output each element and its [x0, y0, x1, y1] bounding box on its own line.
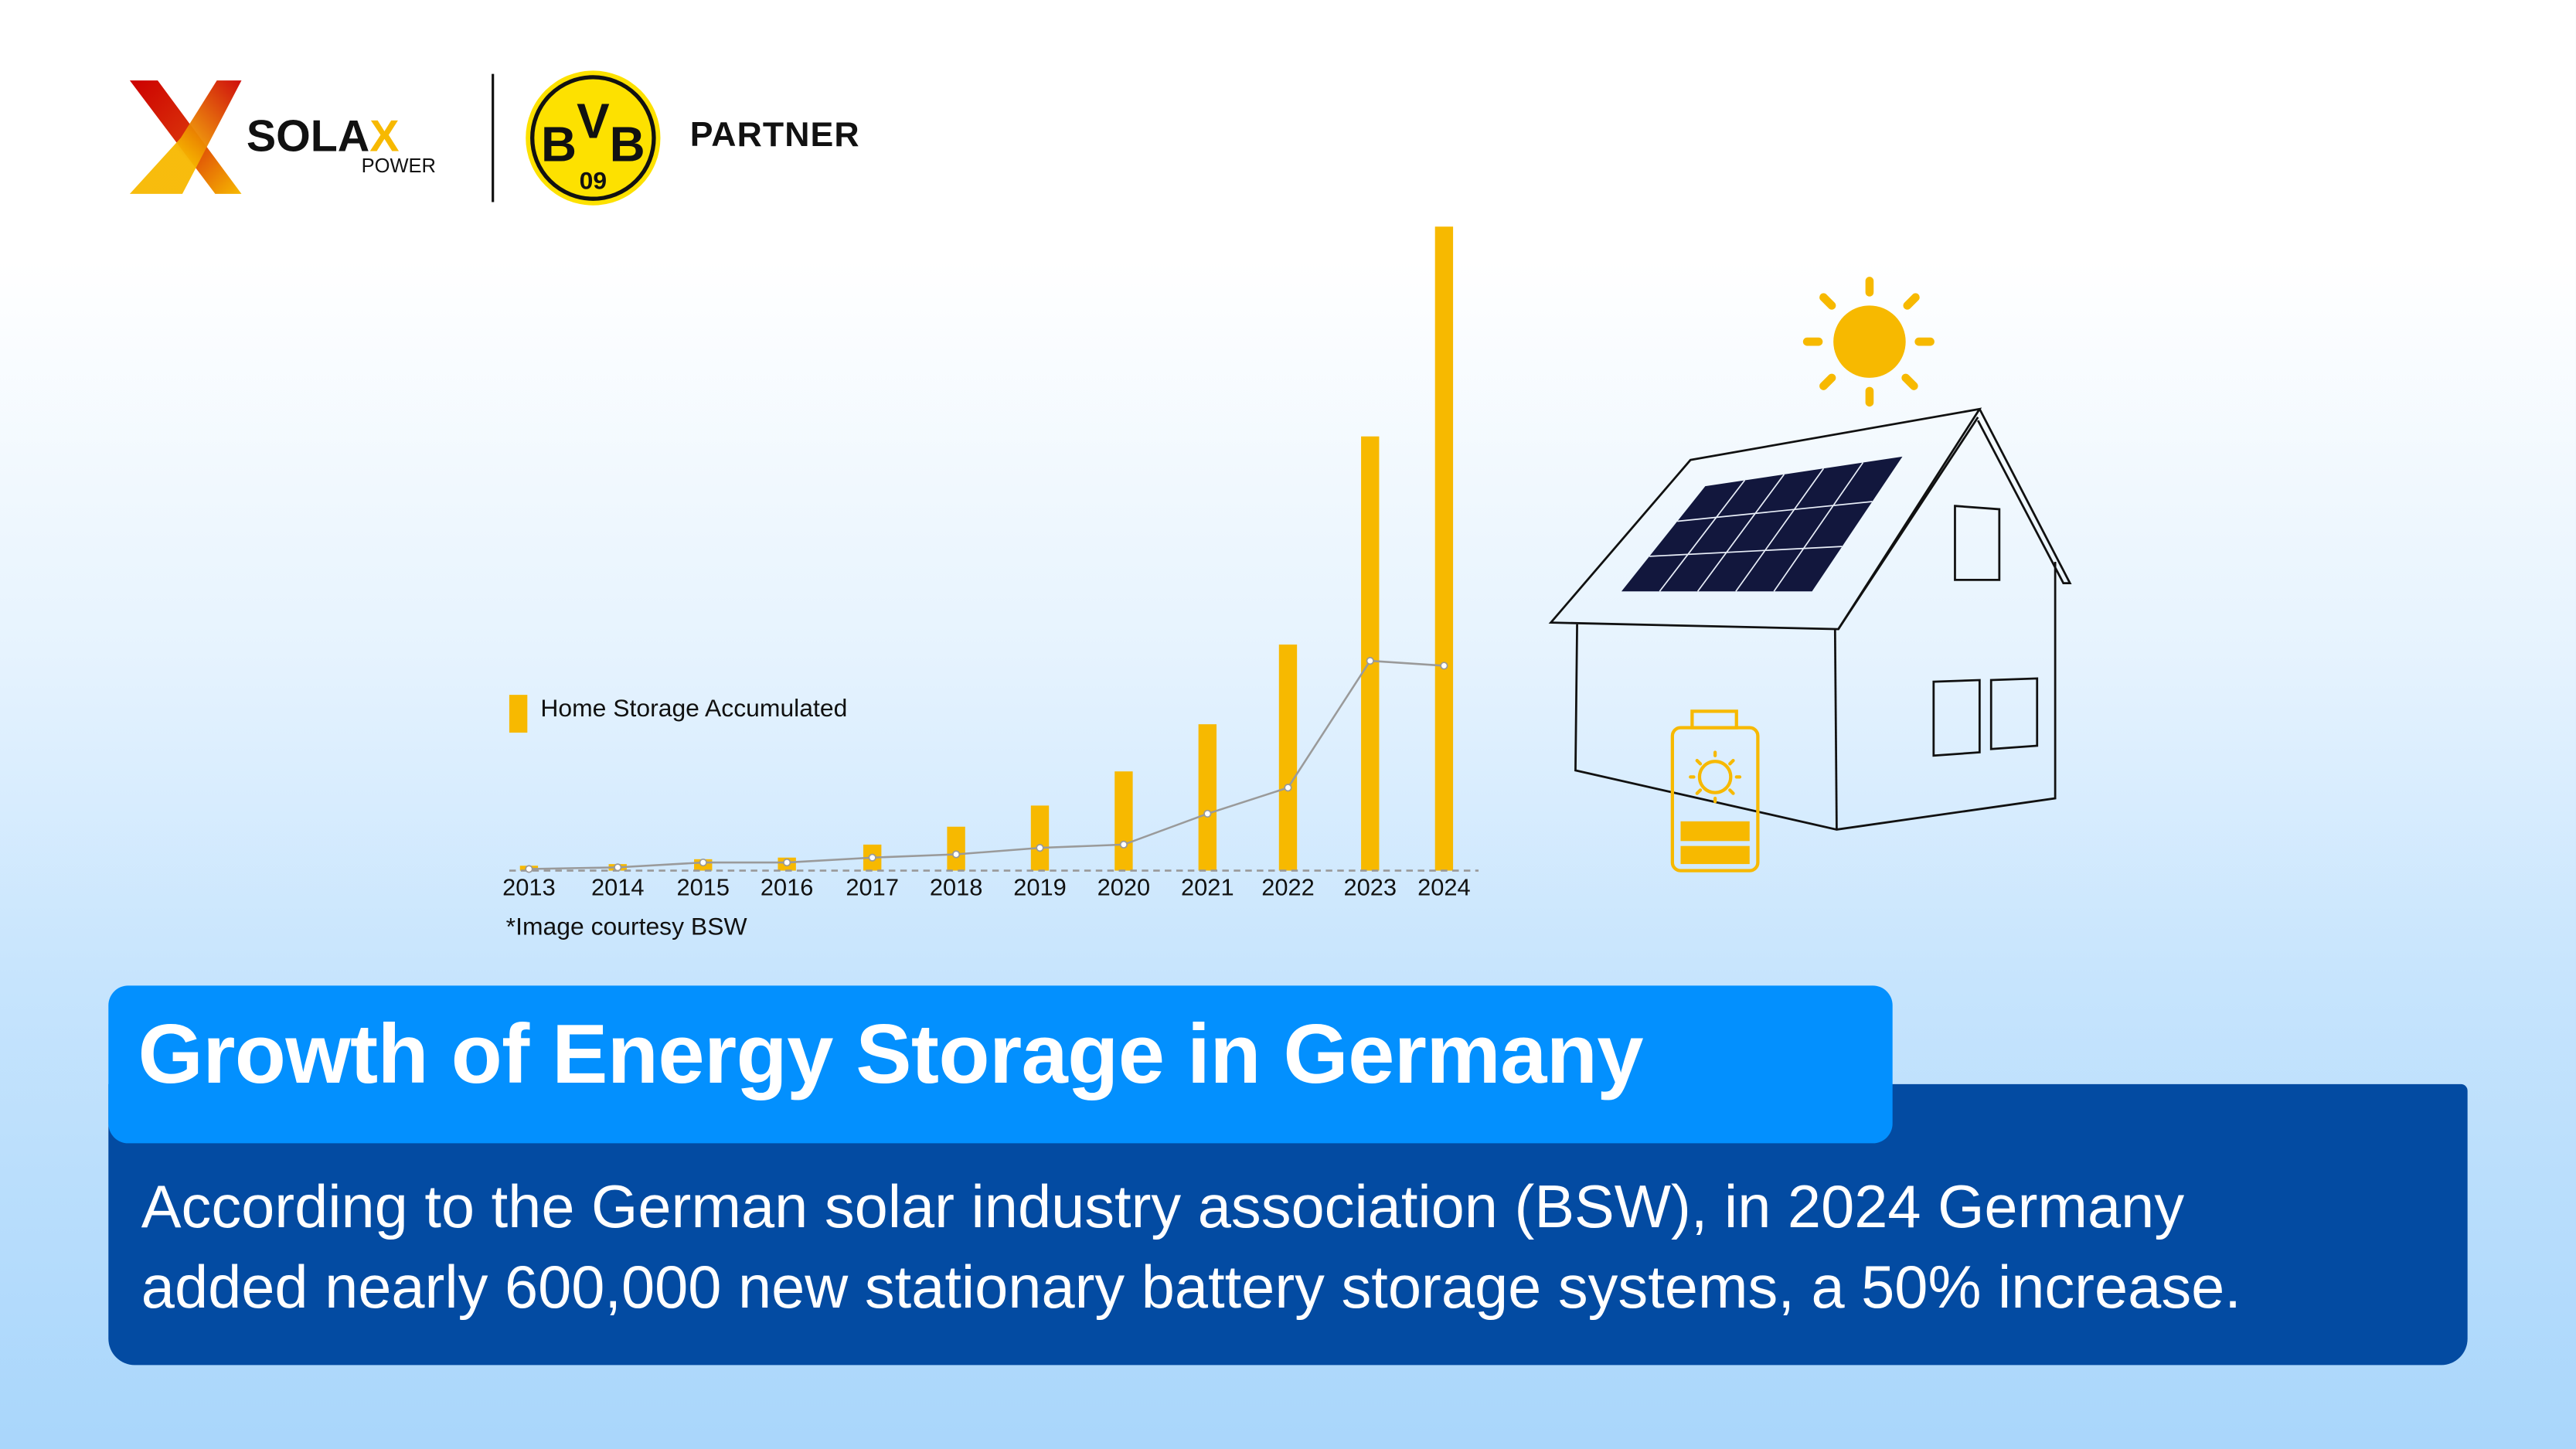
line-point-2018: [951, 850, 961, 859]
bar-2020: [1114, 771, 1133, 871]
trend-line: [529, 659, 1445, 870]
x-tick-label: 2015: [676, 873, 730, 900]
bvb-logo: BVB 09: [526, 70, 661, 206]
battery-icon: [1670, 709, 1760, 872]
bar-2022: [1278, 645, 1298, 871]
legend-swatch: [509, 695, 528, 733]
panel-divider: [1735, 468, 1825, 592]
panel-divider: [1773, 462, 1864, 592]
x-tick-label: 2020: [1097, 873, 1151, 900]
x-tick-label: 2023: [1343, 873, 1397, 900]
panel-divider: [1649, 546, 1843, 557]
solax-logo: SOLAX POWER: [129, 80, 436, 194]
image-courtesy-note: *Image courtesy BSW: [505, 913, 747, 941]
x-tick-label: 2017: [846, 873, 899, 900]
x-tick-label: 2024: [1417, 873, 1471, 900]
x-tick-label: 2013: [502, 873, 556, 900]
x-tick-label: 2018: [930, 873, 983, 900]
line-point-2015: [699, 858, 707, 867]
window: [1932, 679, 1981, 757]
x-tick-label: 2014: [591, 873, 645, 900]
line-point-2022: [1284, 784, 1292, 792]
legend-label: Home Storage Accumulated: [540, 695, 848, 723]
solax-wordmark: SOLAX: [247, 112, 400, 162]
line-point-2020: [1119, 840, 1128, 849]
line-point-2024: [1440, 662, 1448, 670]
partner-label: PARTNER: [689, 116, 860, 155]
logo-row: SOLAX POWER BVB 09: [129, 70, 661, 206]
svg-text:BVB: BVB: [541, 94, 645, 172]
x-tick-label: 2021: [1181, 873, 1234, 900]
panel-divider: [1696, 474, 1785, 592]
bar-2019: [1030, 805, 1050, 871]
solax-power-text: POWER: [362, 155, 436, 177]
window: [1989, 677, 2039, 750]
house-illustration: [1548, 277, 2072, 872]
description-line-2: added nearly 600,000 new stationary batt…: [141, 1253, 2241, 1321]
description-line-1: According to the German solar industry a…: [141, 1172, 2185, 1240]
x-tick-label: 2022: [1261, 873, 1315, 900]
window: [1954, 505, 2001, 581]
line-point-2016: [783, 858, 791, 867]
headline: Growth of Energy Storage in Germany: [138, 1006, 1644, 1101]
bar-2018: [947, 826, 965, 871]
headline-box: [108, 985, 1893, 1144]
storage-chart: 2013 2014 2015 2016 2017 2018 2019 2020 2021 2022…: [502, 226, 1479, 900]
line-point-2017: [868, 853, 876, 862]
panel-divider: [1677, 501, 1873, 522]
line-point-2013: [525, 865, 533, 873]
house-outline: [1548, 407, 2072, 831]
bar-2023: [1361, 436, 1380, 871]
sun-icon: [1802, 277, 1935, 407]
panel-divider: [1659, 480, 1746, 592]
bar-2021: [1198, 724, 1217, 871]
line-point-2014: [614, 863, 622, 872]
solar-panel-icon: [1621, 456, 1903, 592]
line-point-2019: [1036, 844, 1044, 852]
line-point-2023: [1366, 657, 1374, 665]
line-point-2021: [1203, 809, 1212, 818]
bar-2024: [1434, 226, 1454, 871]
svg-text:09: 09: [580, 166, 607, 194]
x-tick-label: 2016: [761, 873, 814, 900]
solar-panel: [1621, 456, 1903, 592]
x-tick-label: 2019: [1013, 873, 1067, 900]
